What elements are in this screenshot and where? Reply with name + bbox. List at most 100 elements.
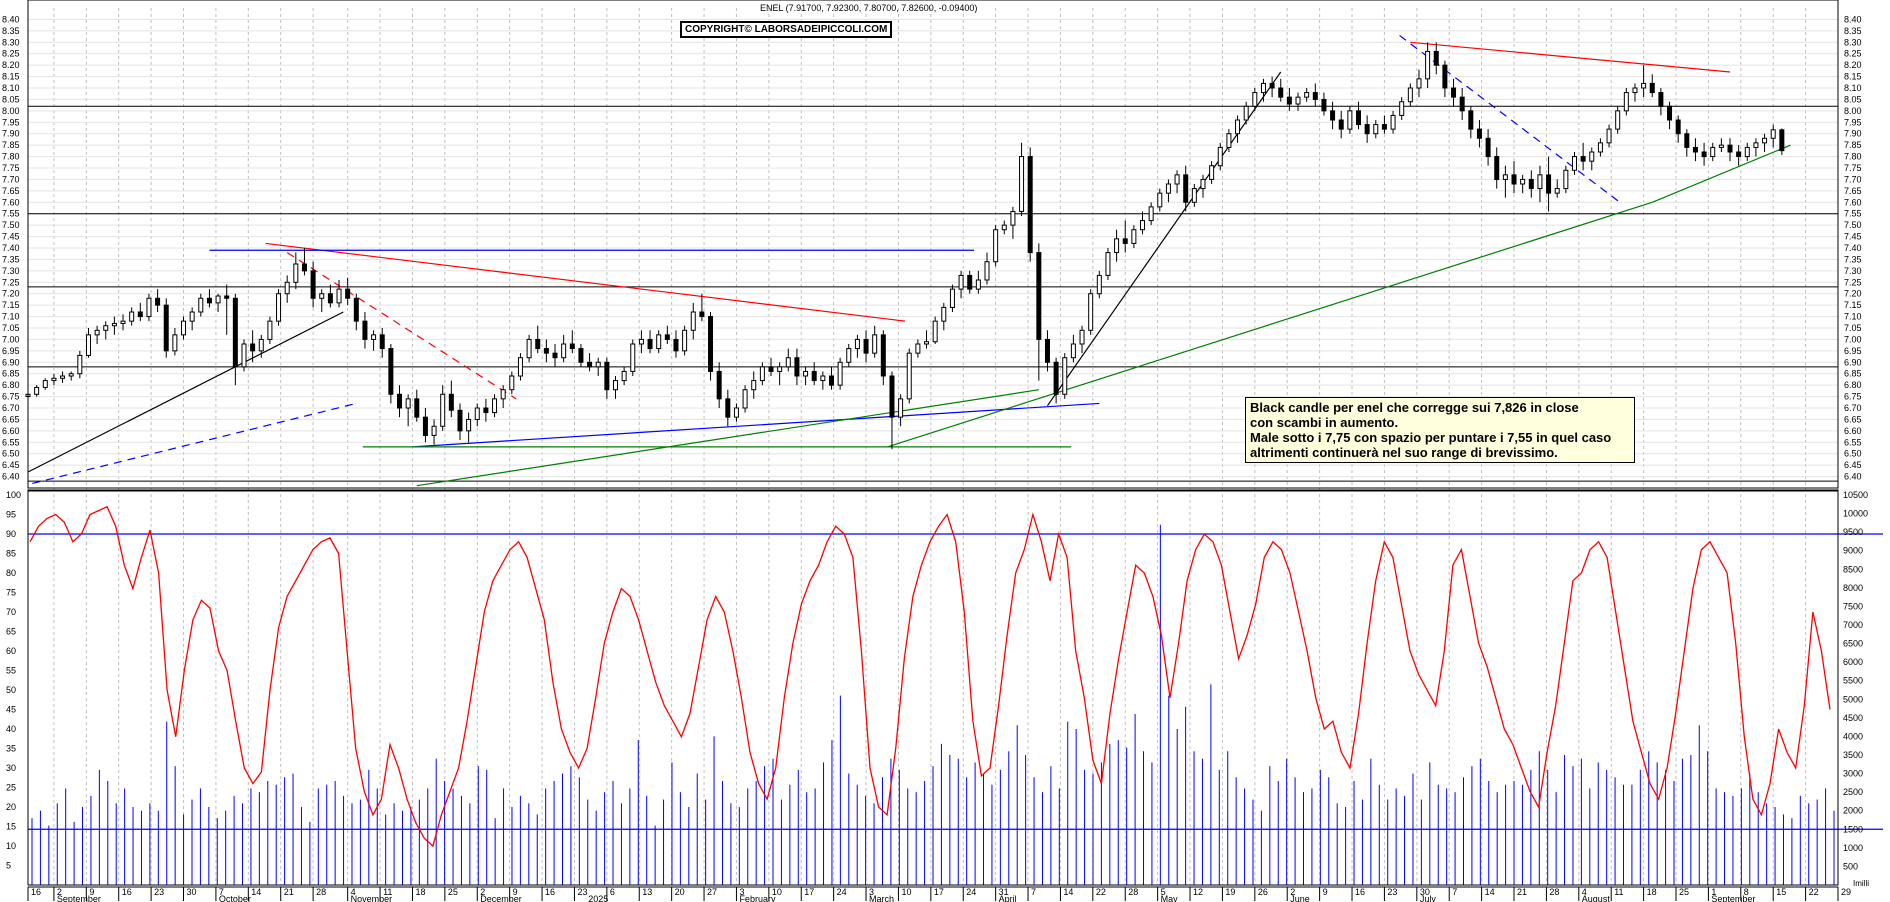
candle-body — [561, 343, 567, 359]
x-day-label: 19 — [1225, 887, 1235, 897]
x-day-label: 2 — [480, 887, 485, 897]
price-tick-left: 6.45 — [2, 460, 20, 470]
trendline — [32, 402, 357, 485]
x-day-label: 26 — [1258, 887, 1268, 897]
price-tick-right: 6.65 — [1844, 414, 1862, 424]
candle-body — [345, 288, 351, 299]
annotation-line-1: Black candle per enel che corregge sui 7… — [1250, 400, 1579, 415]
candle-body — [1520, 178, 1526, 185]
price-tick-right: 6.95 — [1844, 346, 1862, 356]
x-day-label: 17 — [934, 887, 944, 897]
price-tick-left: 6.70 — [2, 403, 20, 413]
candle-body — [1597, 142, 1603, 153]
x-day-label: 13 — [642, 887, 652, 897]
x-day-label: 30 — [187, 887, 197, 897]
candle-body — [1200, 178, 1206, 190]
x-month-label: November — [351, 894, 393, 902]
candle-body — [1546, 174, 1552, 194]
candle-body — [1278, 87, 1284, 98]
candle-body — [1701, 151, 1707, 158]
candle-body — [984, 261, 990, 281]
volume-tick: 6000 — [1843, 657, 1863, 667]
x-day-label: 20 — [675, 887, 685, 897]
annotation-box: Black candle per enel che corregge sui 7… — [1245, 397, 1635, 463]
candle-body — [1321, 98, 1327, 112]
x-day-label: 11 — [1614, 887, 1623, 897]
candle-body — [682, 329, 688, 352]
candle-body — [448, 393, 454, 411]
price-tick-right: 8.10 — [1844, 83, 1862, 93]
candle-body — [578, 348, 584, 363]
candle-body — [906, 352, 912, 400]
price-tick-right: 7.10 — [1844, 312, 1862, 322]
candle-body — [1347, 110, 1353, 130]
x-day-label: 9 — [1323, 887, 1328, 897]
x-day-label: 9 — [513, 887, 518, 897]
candle-body — [1001, 224, 1007, 231]
candle-body — [1304, 92, 1310, 98]
price-tick-right: 8.30 — [1844, 37, 1862, 47]
x-day-label: 16 — [1355, 887, 1365, 897]
price-tick-left: 6.40 — [2, 472, 20, 482]
x-day-label: 25 — [448, 887, 458, 897]
candle-body — [535, 338, 541, 350]
price-tick-right: 7.80 — [1844, 152, 1862, 162]
indicator-tick: 55 — [6, 666, 16, 676]
candle-body — [1407, 87, 1413, 103]
candle-body — [129, 311, 135, 322]
candle-body — [1511, 174, 1517, 185]
candle-body — [1079, 329, 1085, 345]
x-day-label: 15 — [1776, 887, 1786, 897]
candle-body — [569, 343, 575, 350]
price-tick-left: 7.75 — [2, 163, 20, 173]
trendline — [27, 311, 344, 473]
price-tick-left: 7.55 — [2, 209, 20, 219]
panel-frames — [27, 0, 1839, 886]
candle-body — [880, 334, 886, 377]
volume-tick: 8500 — [1843, 564, 1863, 574]
indicator-tick: 15 — [6, 822, 16, 832]
volume-tick: 9000 — [1843, 546, 1863, 556]
candle-body — [1433, 50, 1439, 66]
candle-body — [1096, 274, 1102, 295]
candle-body — [768, 366, 774, 372]
candle-body — [120, 320, 126, 324]
candle-body — [949, 288, 955, 308]
candle-body — [1312, 92, 1318, 100]
price-tick-right: 7.75 — [1844, 163, 1862, 173]
candle-body — [353, 297, 359, 322]
x-day-label: 3 — [739, 887, 744, 897]
candle-body — [1356, 110, 1362, 126]
price-tick-left: 8.00 — [2, 106, 20, 116]
candle-body — [371, 334, 377, 340]
candle-body — [483, 407, 489, 414]
candle-body — [811, 370, 817, 382]
x-day-label: 14 — [251, 887, 261, 897]
price-tick-left: 6.85 — [2, 369, 20, 379]
x-day-label: 28 — [1549, 887, 1559, 897]
candle-body — [189, 311, 195, 322]
volume-tick: 2500 — [1843, 787, 1863, 797]
candle-body — [1122, 238, 1128, 244]
indicator-tick: 90 — [6, 529, 16, 539]
x-day-label: 7 — [219, 887, 224, 897]
trendline — [1410, 41, 1731, 73]
candle-body — [1114, 238, 1120, 254]
volume-tick: 9500 — [1843, 527, 1863, 537]
x-day-label: 21 — [284, 887, 294, 897]
x-day-label: 16 — [545, 887, 555, 897]
x-day-label: 27 — [707, 887, 717, 897]
candle-body — [224, 295, 230, 299]
price-tick-right: 8.40 — [1844, 14, 1862, 24]
volume-tick: 7000 — [1843, 620, 1863, 630]
candle-body — [1191, 188, 1197, 203]
trendline — [286, 252, 517, 400]
indicator-tick: 35 — [6, 744, 16, 754]
candle-body — [656, 334, 662, 350]
price-tick-left: 8.40 — [2, 14, 20, 24]
indicator-tick: 85 — [6, 549, 16, 559]
candle-body — [198, 297, 204, 313]
candle-body — [1183, 174, 1189, 203]
x-day-label: 14 — [1485, 887, 1495, 897]
x-day-label: 29 — [1841, 887, 1851, 897]
